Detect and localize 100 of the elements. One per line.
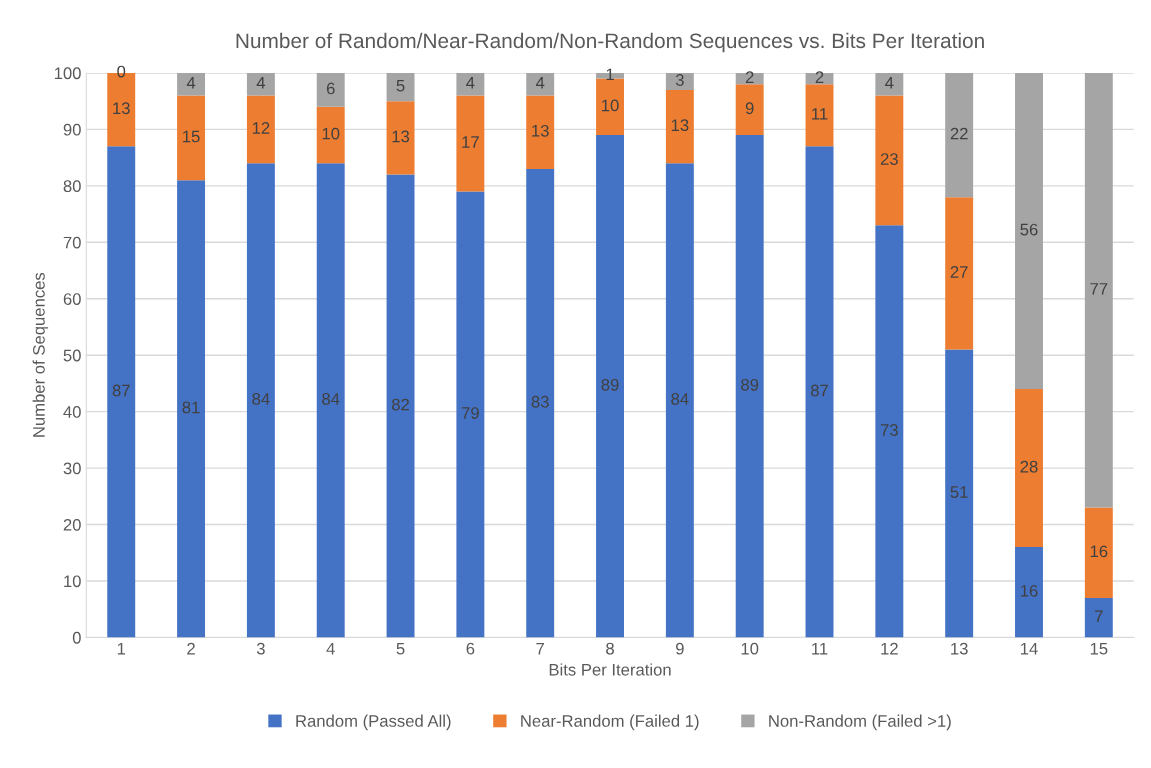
data-label: 84: [671, 393, 689, 405]
y-axis-title: Number of Sequences: [32, 272, 49, 437]
bar: [1084, 597, 1113, 638]
bar: [177, 180, 206, 638]
bar: [1084, 507, 1113, 598]
data-label: 15: [183, 130, 200, 143]
x-tick-label: 1: [117, 642, 126, 655]
data-label: 7: [1095, 610, 1103, 622]
bar: [386, 174, 415, 638]
bar: [875, 72, 904, 96]
data-label: 83: [531, 395, 549, 408]
y-tick-label: 100: [54, 67, 81, 80]
bar: [735, 84, 764, 136]
x-tick-label: 15: [1090, 642, 1108, 655]
bar: [107, 146, 136, 638]
bar: [945, 349, 974, 638]
bar: [945, 197, 974, 350]
bar: [875, 95, 904, 226]
bar: [596, 78, 624, 136]
y-tick-label: 10: [64, 575, 81, 588]
data-label: 77: [1090, 283, 1108, 295]
y-tick-label: 0: [72, 631, 81, 644]
bar: [316, 72, 345, 107]
bar: [526, 95, 555, 169]
y-tick-label: 90: [63, 123, 81, 136]
data-label: 89: [601, 378, 619, 391]
bar: [526, 72, 555, 96]
data-label: 2: [815, 71, 824, 83]
bar: [735, 72, 764, 85]
bar: [1084, 72, 1113, 508]
x-tick-label: 13: [951, 642, 968, 655]
data-label: 13: [113, 102, 130, 115]
data-label: 56: [1020, 223, 1038, 236]
x-tick-label: 6: [466, 642, 475, 655]
data-label: 87: [112, 384, 130, 397]
y-tick-label: 80: [63, 180, 81, 193]
y-tick-label: 40: [63, 406, 81, 418]
bar: [665, 72, 694, 90]
data-label: 22: [950, 127, 968, 140]
data-label: 4: [535, 77, 545, 89]
data-label: 82: [392, 398, 409, 411]
x-tick-label: 3: [256, 642, 265, 655]
bar: [177, 95, 206, 181]
chart-title: Number of Random/Near-Random/Non-Random Sequences vs. Bits Per Iteration: [236, 32, 984, 53]
x-tick-label: 12: [881, 642, 898, 655]
bar: [456, 72, 485, 96]
data-label: 10: [602, 99, 619, 112]
bar: [1015, 72, 1043, 390]
x-axis-title: Bits Per Iteration: [549, 663, 671, 676]
data-label: 2: [745, 71, 754, 83]
y-tick-label: 50: [63, 349, 81, 362]
data-label: 89: [741, 378, 759, 391]
data-label: 12: [252, 122, 270, 134]
data-label: 73: [880, 424, 898, 436]
data-label: 10: [322, 127, 340, 140]
bar: [246, 95, 275, 164]
bar: [386, 72, 415, 102]
data-label: 79: [461, 407, 479, 419]
data-label: 6: [326, 82, 335, 95]
bar: [526, 168, 555, 638]
data-label: 81: [182, 401, 200, 414]
bar: [805, 84, 834, 147]
y-tick-label: 20: [63, 518, 81, 531]
x-tick-label: 2: [187, 642, 195, 655]
data-label: 16: [1090, 545, 1108, 558]
bar: [316, 106, 345, 164]
bar: [1015, 389, 1043, 548]
bar: [316, 163, 345, 638]
y-tick-label: 30: [63, 462, 81, 475]
bar: [456, 191, 485, 638]
x-tick-label: 9: [676, 642, 684, 655]
data-label: 87: [810, 384, 828, 397]
data-label: 17: [462, 136, 479, 148]
bar: [386, 101, 415, 175]
legend-label: Near-Random (Failed 1): [521, 714, 699, 731]
data-label: 16: [1021, 584, 1038, 597]
data-label: 84: [252, 393, 270, 405]
x-tick-label: 4: [326, 642, 335, 655]
y-tick-label: 70: [63, 236, 81, 249]
data-label: 13: [671, 119, 689, 132]
data-label: 13: [392, 130, 410, 143]
data-label: 4: [256, 77, 266, 89]
bar: [665, 89, 694, 164]
x-tick-label: 11: [812, 642, 828, 655]
x-tick-label: 5: [396, 642, 405, 655]
data-label: 51: [950, 486, 968, 498]
legend-label: Random (Passed All): [296, 714, 451, 731]
data-label: 13: [532, 124, 549, 137]
bar: [875, 225, 904, 638]
data-label: 4: [466, 77, 475, 89]
x-tick-label: 8: [606, 642, 614, 655]
data-label: 4: [186, 77, 196, 89]
bar: [456, 95, 485, 192]
data-label: 84: [322, 393, 340, 405]
data-label: 28: [1020, 460, 1038, 473]
legend-label: Non-Random (Failed >1): [769, 714, 951, 731]
x-tick-label: 14: [1021, 642, 1038, 655]
y-tick-label: 60: [63, 293, 81, 305]
bar: [735, 135, 764, 638]
data-label: 5: [396, 79, 405, 92]
